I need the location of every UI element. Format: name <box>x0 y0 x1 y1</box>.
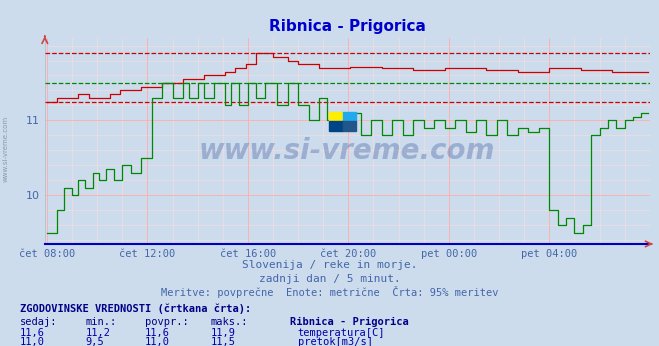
Text: Slovenija / reke in morje.: Slovenija / reke in morje. <box>242 260 417 270</box>
Text: 11,6: 11,6 <box>145 328 170 338</box>
Text: 11,2: 11,2 <box>86 328 111 338</box>
Text: ZGODOVINSKE VREDNOSTI (črtkana črta):: ZGODOVINSKE VREDNOSTI (črtkana črta): <box>20 303 251 314</box>
Bar <box>343 112 357 121</box>
Bar <box>343 121 357 131</box>
Text: temperatura[C]: temperatura[C] <box>298 328 386 338</box>
Text: min.:: min.: <box>86 317 117 327</box>
Text: 11,0: 11,0 <box>20 337 45 346</box>
Text: 11,9: 11,9 <box>211 328 236 338</box>
Text: www.si-vreme.com: www.si-vreme.com <box>199 137 496 165</box>
Text: 9,5: 9,5 <box>86 337 104 346</box>
Text: 11,0: 11,0 <box>145 337 170 346</box>
Text: povpr.:: povpr.: <box>145 317 188 327</box>
Text: 11,6: 11,6 <box>20 328 45 338</box>
Text: www.si-vreme.com: www.si-vreme.com <box>2 116 9 182</box>
Title: Ribnica - Prigorica: Ribnica - Prigorica <box>269 19 426 34</box>
Text: sedaj:: sedaj: <box>20 317 57 327</box>
Text: pretok[m3/s]: pretok[m3/s] <box>298 337 373 346</box>
Text: 11,5: 11,5 <box>211 337 236 346</box>
Text: zadnji dan / 5 minut.: zadnji dan / 5 minut. <box>258 274 401 284</box>
Bar <box>329 112 343 121</box>
Text: Ribnica - Prigorica: Ribnica - Prigorica <box>290 317 409 327</box>
Bar <box>329 121 343 131</box>
Text: Meritve: povprečne  Enote: metrične  Črta: 95% meritev: Meritve: povprečne Enote: metrične Črta:… <box>161 286 498 298</box>
Text: maks.:: maks.: <box>211 317 248 327</box>
